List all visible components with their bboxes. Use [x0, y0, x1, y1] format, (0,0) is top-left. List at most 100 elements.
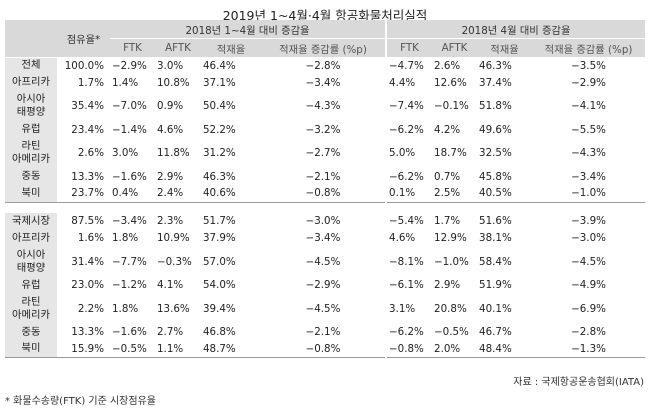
- value-cell: −8.1%: [385, 246, 433, 277]
- spacer-cell: [5, 202, 646, 213]
- load-factor-change-cell: −2.9%: [571, 76, 606, 89]
- value-cell: 13.6%: [157, 302, 190, 315]
- col-header-load-factor: 적재율: [477, 38, 533, 57]
- value-cell: 2.9%: [157, 170, 184, 183]
- load-factor-change-cell: −3.4%: [571, 170, 606, 183]
- value-cell: 11.8%: [157, 147, 190, 159]
- value-cell: 31.2%: [203, 147, 236, 159]
- region-label: 태평양: [16, 106, 46, 118]
- value-cell: 1.4%: [112, 76, 139, 89]
- load-factor-change-cell: −6.9%: [571, 302, 606, 315]
- value-cell: −6.2%: [385, 121, 433, 138]
- value-cell: 45.8%: [479, 170, 512, 183]
- value-cell: 40.1%: [479, 302, 512, 315]
- table-row: 라틴 아메리카 2.6% 3.0% 11.8% 31.2% −2.7% 5.0% 18.7% 32…: [5, 138, 645, 168]
- table-row: 라틴 아메리카 2.2% 1.8% 13.6% 39.4% −4.5% 3.1% 20.8% 40…: [5, 293, 645, 324]
- value-cell: 46.3%: [203, 170, 236, 183]
- load-factor-change-cell: −2.8%: [305, 59, 341, 72]
- load-factor-change-cell: −3.0%: [305, 215, 341, 227]
- value-cell: 20.8%: [434, 302, 467, 315]
- share-cell: 1.7%: [77, 76, 104, 89]
- load-factor-change-cell: −3.4%: [305, 76, 341, 89]
- share-cell: 2.2%: [77, 302, 104, 315]
- share-cell: 87.5%: [71, 215, 104, 227]
- region-label: 라틴: [21, 295, 41, 308]
- table-row: 아프리카 1.7% 1.4% 10.8% 37.1% −3.4% 4.4% 12.6% 37.4…: [5, 74, 645, 91]
- value-cell: 4.1%: [157, 279, 184, 291]
- value-cell: −6.1%: [385, 276, 433, 294]
- value-cell: 1.1%: [155, 340, 201, 358]
- value-cell: 38.1%: [479, 232, 512, 244]
- share-cell: 1.6%: [77, 232, 104, 244]
- col-header-load-factor-change: 적재율 증감률 (%p): [532, 38, 646, 57]
- cargo-stats-table: 점유율* 2018년 1~4월 대비 증감율 2018년 4월 대비 증감율 F…: [5, 20, 646, 358]
- load-factor-change-cell: −2.8%: [571, 326, 606, 338]
- value-cell: 40.5%: [477, 185, 533, 203]
- value-cell: −5.4%: [385, 212, 433, 230]
- value-cell: 2.7%: [157, 326, 184, 338]
- region-cell: 아프리카: [5, 74, 57, 91]
- value-cell: −1.4%: [112, 123, 147, 136]
- region-cell: 북미: [5, 340, 57, 358]
- table-row: 유럽 23.0% −1.2% 4.1% 54.0% −2.9% −6.1% 2.9% 51.9%…: [5, 276, 645, 294]
- group-header-april: 2018년 4월 대비 증감율: [385, 20, 646, 39]
- share-header: 점유율*: [57, 20, 110, 58]
- value-cell: 51.6%: [479, 215, 512, 227]
- value-cell: 3.0%: [157, 59, 184, 72]
- source-note: 자료 : 국제항공운송협회(IATA): [513, 377, 644, 388]
- value-cell: −1.0%: [434, 255, 469, 268]
- region-label: 아시아: [16, 93, 46, 105]
- value-cell: 4.6%: [385, 229, 433, 247]
- value-cell: 2.9%: [434, 279, 461, 291]
- value-cell: 2.0%: [432, 340, 478, 358]
- load-factor-change-cell: −0.8%: [261, 340, 387, 358]
- table-row: 아시아 태평양 31.4% −7.7% −0.3% 57.0% −4.5% −8.1% −1.0…: [5, 246, 645, 277]
- value-cell: −0.5%: [434, 326, 469, 338]
- col-header-aftk: AFTK: [155, 38, 201, 57]
- region-label: 전체: [21, 59, 41, 72]
- share-cell: 13.3%: [71, 170, 104, 183]
- table-row: 중동 13.3% −1.6% 2.7% 46.8% −2.1% −6.2% −0.5% 46.7…: [5, 323, 645, 341]
- share-cell: 2.6%: [77, 147, 104, 159]
- value-cell: 12.9%: [434, 232, 467, 244]
- value-cell: 50.4%: [203, 100, 236, 112]
- value-cell: 2.3%: [157, 215, 184, 227]
- table-row: 전체 100.0% −2.9% 3.0% 46.4% −2.8% −4.7% 2.6% 46.3…: [5, 57, 645, 74]
- share-cell: 35.4%: [71, 100, 104, 112]
- value-cell: 18.7%: [434, 147, 467, 159]
- region-cell: 라틴 아메리카: [5, 293, 57, 324]
- table-title: 2019년 1~4월·4월 항공화물처리실적: [222, 8, 428, 23]
- load-factor-change-cell: −4.1%: [571, 100, 606, 112]
- load-factor-change-cell: −2.9%: [305, 279, 341, 291]
- value-cell: 0.1%: [385, 185, 433, 203]
- load-factor-change-cell: −5.5%: [571, 123, 606, 136]
- section-spacer: [5, 202, 646, 213]
- value-cell: 12.6%: [434, 76, 467, 89]
- share-cell: 13.3%: [71, 326, 104, 338]
- region-label: 라틴: [21, 140, 41, 152]
- col-header-aftk: AFTK: [432, 38, 478, 57]
- value-cell: 51.8%: [479, 100, 512, 112]
- region-cell: 유럽: [5, 276, 57, 294]
- region-label: 북미: [21, 342, 41, 355]
- load-factor-change-cell: −1.3%: [532, 340, 646, 358]
- region-header: [5, 20, 57, 58]
- col-header-ftk: FTK: [385, 38, 433, 57]
- value-cell: 52.2%: [203, 123, 236, 136]
- region-cell: 국제시장: [5, 212, 57, 230]
- value-cell: −1.2%: [112, 279, 147, 291]
- footnote: * 화물수송량(FTK) 기준 시장점유율: [5, 396, 156, 407]
- value-cell: 1.8%: [112, 232, 139, 244]
- value-cell: 2.6%: [434, 59, 461, 72]
- value-cell: 0.7%: [434, 170, 461, 183]
- region-label: 아메리카: [12, 153, 50, 165]
- value-cell: 3.1%: [385, 293, 433, 324]
- value-cell: 0.9%: [157, 100, 184, 112]
- share-cell: 23.7%: [57, 185, 110, 203]
- load-factor-change-cell: −4.3%: [571, 147, 606, 159]
- value-cell: 57.0%: [203, 255, 236, 268]
- value-cell: −2.9%: [112, 59, 147, 72]
- value-cell: −0.3%: [157, 255, 192, 268]
- share-cell: 31.4%: [71, 255, 104, 268]
- load-factor-change-cell: −3.2%: [305, 123, 341, 136]
